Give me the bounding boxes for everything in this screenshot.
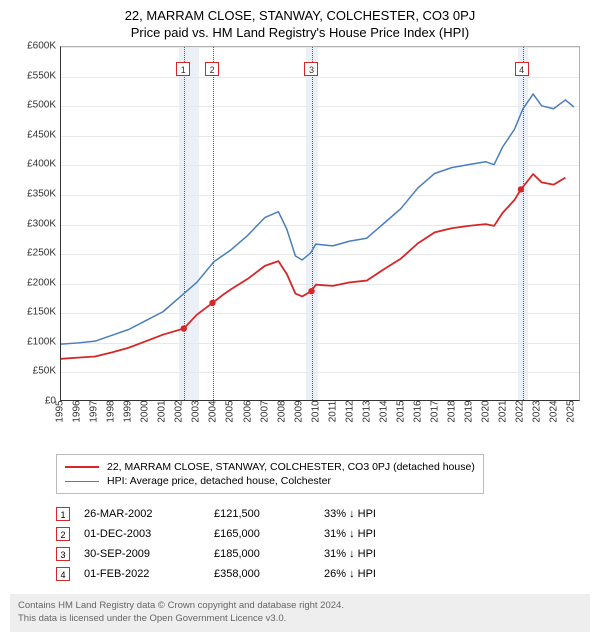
footer-line1: Contains HM Land Registry data © Crown c…	[18, 600, 582, 613]
legend: 22, MARRAM CLOSE, STANWAY, COLCHESTER, C…	[56, 454, 484, 494]
table-row: 4 01-FEB-2022£358,00026% ↓ HPI	[56, 564, 390, 584]
x-axis-label: 2002	[174, 400, 185, 422]
x-axis-label: 2008	[276, 400, 287, 422]
transaction-date: 01-DEC-2003	[84, 524, 214, 544]
y-axis-label: £500K	[27, 100, 56, 111]
x-axis-label: 2015	[395, 400, 406, 422]
transaction-diff: 31% ↓ HPI	[324, 524, 390, 544]
x-axis-label: 2003	[191, 400, 202, 422]
y-axis-label: £600K	[27, 41, 56, 52]
chart-marker: 3	[304, 62, 318, 76]
chart-marker: 4	[515, 62, 529, 76]
price-chart: £0£50K£100K£150K£200K£250K£300K£350K£400…	[10, 46, 590, 426]
transaction-date: 01-FEB-2022	[84, 564, 214, 584]
y-axis-label: £250K	[27, 248, 56, 259]
x-axis-label: 2018	[447, 400, 458, 422]
chart-marker: 1	[176, 62, 190, 76]
x-axis-label: 2000	[140, 400, 151, 422]
x-axis-label: 2005	[225, 400, 236, 422]
x-axis-label: 2010	[310, 400, 321, 422]
x-axis-label: 2004	[208, 400, 219, 422]
x-axis-label: 2016	[413, 400, 424, 422]
transaction-price: £358,000	[214, 564, 324, 584]
x-axis-label: 2021	[498, 400, 509, 422]
x-axis-label: 2022	[515, 400, 526, 422]
y-axis-label: £150K	[27, 307, 56, 318]
table-row: 1 26-MAR-2002£121,50033% ↓ HPI	[56, 504, 390, 524]
legend-swatch	[65, 481, 99, 482]
y-axis-label: £100K	[27, 336, 56, 347]
x-axis-label: 2001	[157, 400, 168, 422]
legend-label: 22, MARRAM CLOSE, STANWAY, COLCHESTER, C…	[107, 461, 475, 473]
y-axis-label: £350K	[27, 188, 56, 199]
transaction-diff: 26% ↓ HPI	[324, 564, 390, 584]
transaction-date: 30-SEP-2009	[84, 544, 214, 564]
x-axis-label: 2011	[327, 401, 338, 423]
y-axis-label: £550K	[27, 70, 56, 81]
transaction-price: £185,000	[214, 544, 324, 564]
x-axis-label: 2007	[259, 400, 270, 422]
title-subtitle: Price paid vs. HM Land Registry's House …	[10, 25, 590, 40]
chart-marker: 2	[205, 62, 219, 76]
x-axis-label: 2013	[361, 400, 372, 422]
x-axis-label: 2012	[344, 400, 355, 422]
legend-label: HPI: Average price, detached house, Colc…	[107, 475, 331, 487]
x-axis-label: 2017	[430, 400, 441, 422]
x-axis-label: 1995	[55, 400, 66, 422]
table-row: 3 30-SEP-2009£185,00031% ↓ HPI	[56, 544, 390, 564]
transactions-table: 1 26-MAR-2002£121,50033% ↓ HPI 2 01-DEC-200…	[56, 504, 390, 584]
y-axis-label: £200K	[27, 277, 56, 288]
x-axis-label: 2020	[481, 400, 492, 422]
x-axis-label: 2009	[293, 400, 304, 422]
x-axis-label: 1998	[106, 400, 117, 422]
x-axis-label: 2025	[566, 400, 577, 422]
transaction-price: £121,500	[214, 504, 324, 524]
transaction-date: 26-MAR-2002	[84, 504, 214, 524]
x-axis-label: 2024	[549, 400, 560, 422]
transaction-price: £165,000	[214, 524, 324, 544]
y-axis-label: £400K	[27, 159, 56, 170]
legend-item: HPI: Average price, detached house, Colc…	[65, 475, 475, 487]
transaction-marker: 3	[56, 547, 70, 561]
transaction-marker: 1	[56, 507, 70, 521]
footer-attribution: Contains HM Land Registry data © Crown c…	[10, 594, 590, 632]
x-axis-label: 1999	[123, 400, 134, 422]
transaction-diff: 31% ↓ HPI	[324, 544, 390, 564]
x-axis-label: 2014	[378, 400, 389, 422]
plot-area	[60, 46, 580, 401]
footer-line2: This data is licensed under the Open Gov…	[18, 613, 582, 626]
title-address: 22, MARRAM CLOSE, STANWAY, COLCHESTER, C…	[10, 8, 590, 23]
transaction-marker: 2	[56, 527, 70, 541]
x-axis-label: 1997	[89, 400, 100, 422]
transaction-marker: 4	[56, 567, 70, 581]
y-axis-label: £300K	[27, 218, 56, 229]
x-axis-label: 1996	[72, 400, 83, 422]
table-row: 2 01-DEC-2003£165,00031% ↓ HPI	[56, 524, 390, 544]
y-axis-label: £450K	[27, 129, 56, 140]
x-axis-label: 2023	[532, 400, 543, 422]
y-axis-label: £50K	[33, 366, 56, 377]
legend-swatch	[65, 466, 99, 468]
legend-item: 22, MARRAM CLOSE, STANWAY, COLCHESTER, C…	[65, 461, 475, 473]
x-axis-label: 2019	[464, 400, 475, 422]
x-axis-label: 2006	[242, 400, 253, 422]
transaction-diff: 33% ↓ HPI	[324, 504, 390, 524]
